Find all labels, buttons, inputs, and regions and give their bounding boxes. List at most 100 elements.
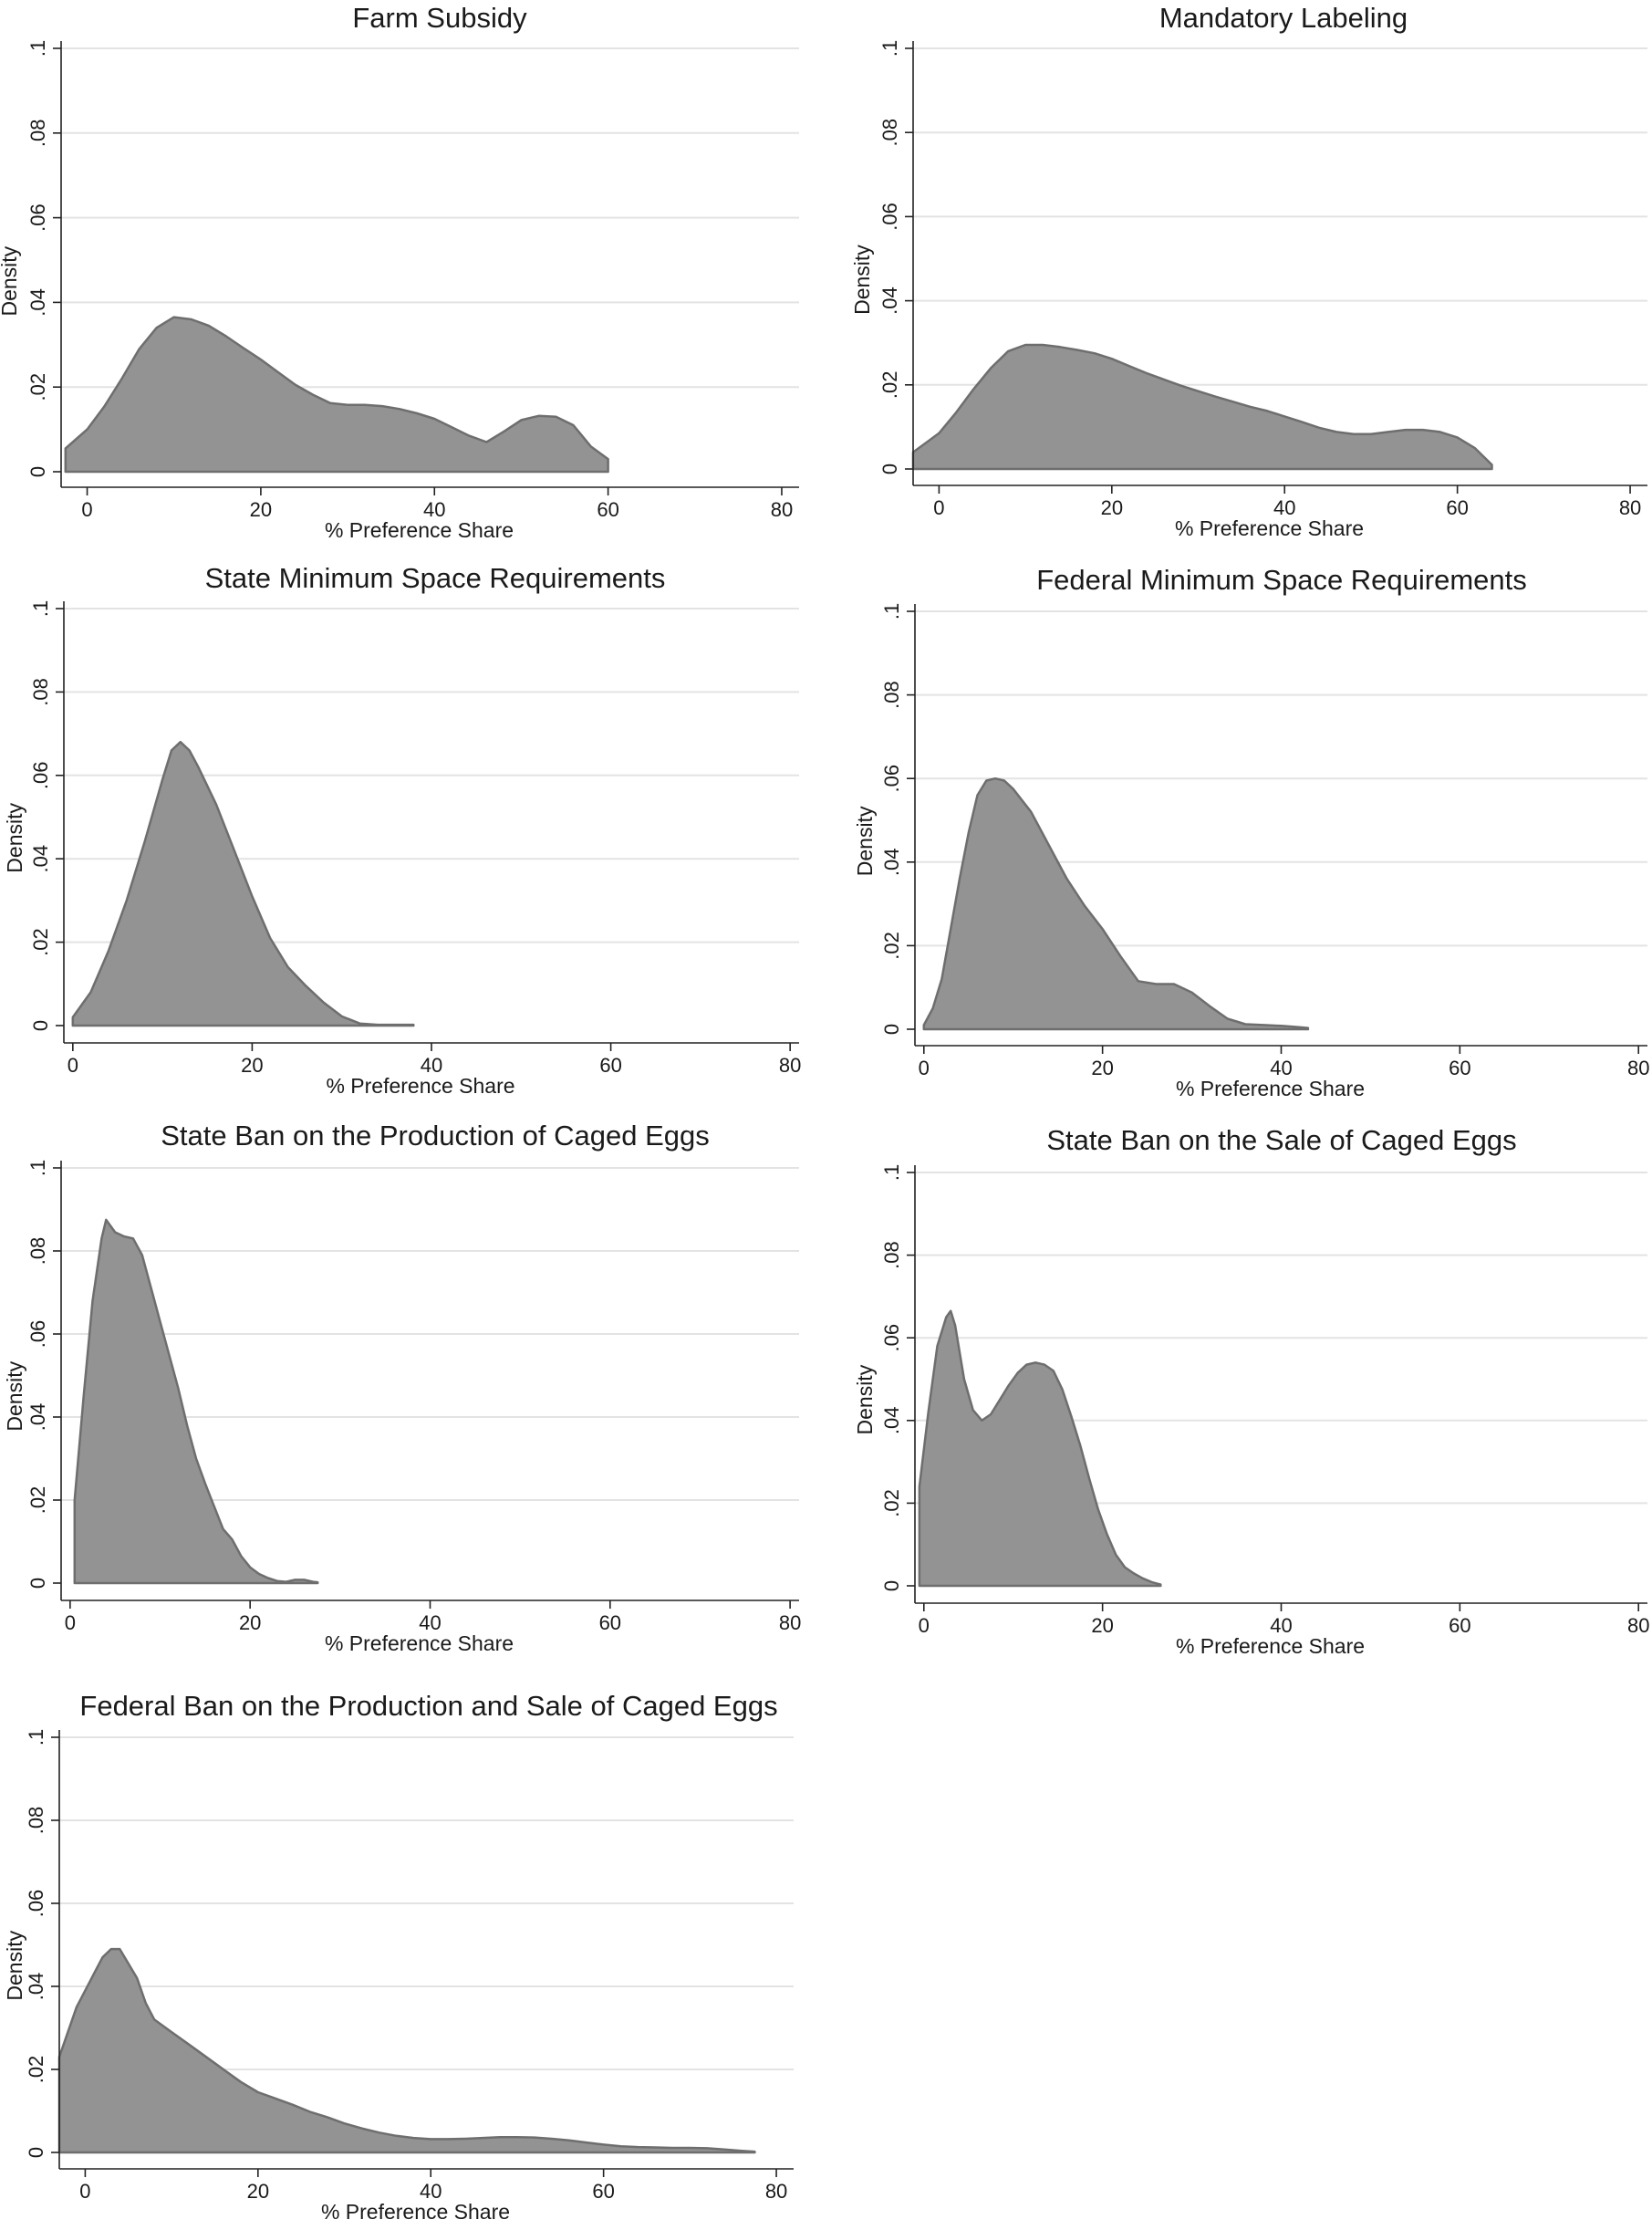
- density-panel-7: 0 .02 .04 .06 .08 .1 0 20 40 60 80 % Preference Sha…: [3, 1690, 794, 2224]
- y-tick-label: .1: [25, 1729, 47, 1745]
- density-area: [918, 1309, 1162, 1588]
- x-tick-label: 80: [779, 1611, 801, 1634]
- y-tick-label: 0: [880, 1024, 903, 1035]
- x-tick-label: 60: [592, 2180, 614, 2203]
- x-tick-label: 20: [250, 498, 272, 521]
- y-tick-label: .08: [880, 1241, 903, 1269]
- x-tick-label: 80: [779, 1054, 801, 1077]
- y-tick-label: 0: [29, 1020, 52, 1031]
- y-tick-label: 0: [25, 2147, 47, 2158]
- y-tick-label: .04: [880, 849, 903, 877]
- x-tick-label: 0: [919, 1614, 930, 1637]
- y-tick-label: .06: [878, 203, 901, 231]
- y-axis-title: Density: [0, 245, 21, 316]
- y-tick-label: .1: [26, 1160, 49, 1176]
- y-tick-label: .04: [26, 288, 49, 317]
- chart-title: State Minimum Space Requirements: [205, 562, 666, 594]
- x-tick-label: 40: [421, 1054, 442, 1077]
- x-axis-title: % Preference Share: [1175, 516, 1364, 540]
- x-tick-label: 0: [65, 1611, 76, 1634]
- density-area: [922, 776, 1310, 1031]
- chart-title: State Ban on the Production of Caged Egg…: [161, 1120, 709, 1151]
- density-panel-1: 0 .02 .04 .06 .08 .1 0 20 40 60 80 % Preference Sha…: [0, 2, 799, 542]
- y-tick-label: .06: [880, 765, 903, 793]
- chart-title: Farm Subsidy: [352, 2, 527, 34]
- density-panel-4: 0 .02 .04 .06 .08 .1 0 20 40 60 80 % Preference Sha…: [853, 564, 1649, 1100]
- density-panel-2: 0 .02 .04 .06 .08 .1 0 20 40 60 80 % Preference Sha…: [850, 2, 1647, 540]
- y-tick-label: .02: [26, 373, 49, 401]
- x-tick-label: 40: [1270, 1057, 1292, 1079]
- x-tick-label: 0: [68, 1054, 78, 1077]
- x-tick-label: 0: [933, 496, 944, 519]
- y-axis-title: Density: [3, 1360, 26, 1431]
- x-tick-label: 60: [1446, 496, 1468, 519]
- y-tick-label: .08: [880, 681, 903, 709]
- y-tick-label: 0: [880, 1580, 903, 1591]
- y-axis-title: Density: [3, 1930, 26, 2000]
- density-panel-5: 0 .02 .04 .06 .08 .1 0 20 40 60 80 % Preference Sha…: [3, 1120, 801, 1655]
- x-tick-label: 40: [419, 1611, 441, 1634]
- x-tick-label: 40: [423, 498, 445, 521]
- x-tick-label: 60: [1449, 1614, 1470, 1637]
- y-tick-label: .1: [880, 603, 903, 620]
- y-axis-title: Density: [853, 806, 877, 876]
- x-tick-label: 20: [1091, 1614, 1113, 1637]
- x-tick-label: 60: [1449, 1057, 1470, 1079]
- x-tick-label: 80: [1627, 1057, 1649, 1079]
- x-tick-label: 80: [1627, 1614, 1649, 1637]
- y-tick-label: .08: [26, 120, 49, 148]
- density-panel-3: 0 .02 .04 .06 .08 .1 0 20 40 60 80 % Preference Sha…: [3, 562, 801, 1098]
- chart-title: Federal Minimum Space Requirements: [1036, 564, 1527, 596]
- y-tick-label: .02: [878, 371, 901, 400]
- y-tick-label: .08: [26, 1237, 49, 1266]
- density-area: [57, 1947, 756, 2154]
- y-tick-label: .02: [25, 2056, 47, 2084]
- x-tick-label: 0: [81, 498, 92, 521]
- y-tick-label: .02: [880, 932, 903, 960]
- x-tick-label: 40: [1273, 496, 1295, 519]
- density-area: [64, 316, 609, 474]
- y-tick-label: .1: [29, 600, 52, 617]
- y-tick-label: .08: [29, 678, 52, 706]
- chart-title: Federal Ban on the Production and Sale o…: [79, 1690, 777, 1722]
- x-tick-label: 60: [599, 1611, 621, 1634]
- y-tick-label: .04: [880, 1407, 903, 1435]
- x-tick-label: 40: [420, 2180, 442, 2203]
- y-tick-label: .06: [29, 762, 52, 790]
- x-tick-label: 60: [599, 1054, 621, 1077]
- y-tick-label: .02: [880, 1489, 903, 1517]
- y-tick-label: .06: [25, 1890, 47, 1918]
- x-axis-title: % Preference Share: [325, 1631, 514, 1655]
- y-tick-label: .04: [26, 1403, 49, 1432]
- y-tick-label: .1: [880, 1164, 903, 1181]
- y-tick-label: .06: [26, 203, 49, 232]
- y-tick-label: .02: [29, 928, 52, 956]
- y-tick-label: 0: [878, 464, 901, 474]
- y-tick-label: .1: [26, 40, 49, 57]
- y-tick-label: 0: [26, 466, 49, 477]
- x-tick-label: 0: [919, 1057, 930, 1079]
- x-tick-label: 80: [771, 498, 793, 521]
- y-tick-label: .04: [25, 1973, 47, 2001]
- x-tick-label: 80: [765, 2180, 787, 2203]
- x-tick-label: 20: [1101, 496, 1123, 519]
- y-axis-title: Density: [850, 245, 874, 315]
- x-tick-label: 60: [597, 498, 618, 521]
- y-tick-label: .06: [880, 1324, 903, 1352]
- chart-title: Mandatory Labeling: [1159, 2, 1408, 34]
- chart-title: State Ban on the Sale of Caged Eggs: [1046, 1124, 1516, 1156]
- x-tick-label: 20: [1091, 1057, 1113, 1079]
- y-tick-label: 0: [26, 1578, 49, 1589]
- x-axis-title: % Preference Share: [1176, 1077, 1365, 1100]
- density-area: [73, 1218, 319, 1585]
- y-tick-label: .1: [878, 40, 901, 57]
- x-axis-title: % Preference Share: [321, 2200, 510, 2224]
- density-panel-6: 0 .02 .04 .06 .08 .1 0 20 40 60 80 % Preference Sha…: [853, 1124, 1649, 1658]
- y-tick-label: .08: [878, 119, 901, 147]
- y-axis-title: Density: [3, 803, 26, 873]
- x-tick-label: 20: [239, 1611, 261, 1634]
- y-tick-label: .02: [26, 1486, 49, 1515]
- x-axis-title: % Preference Share: [326, 1074, 514, 1098]
- x-tick-label: 20: [241, 1054, 263, 1077]
